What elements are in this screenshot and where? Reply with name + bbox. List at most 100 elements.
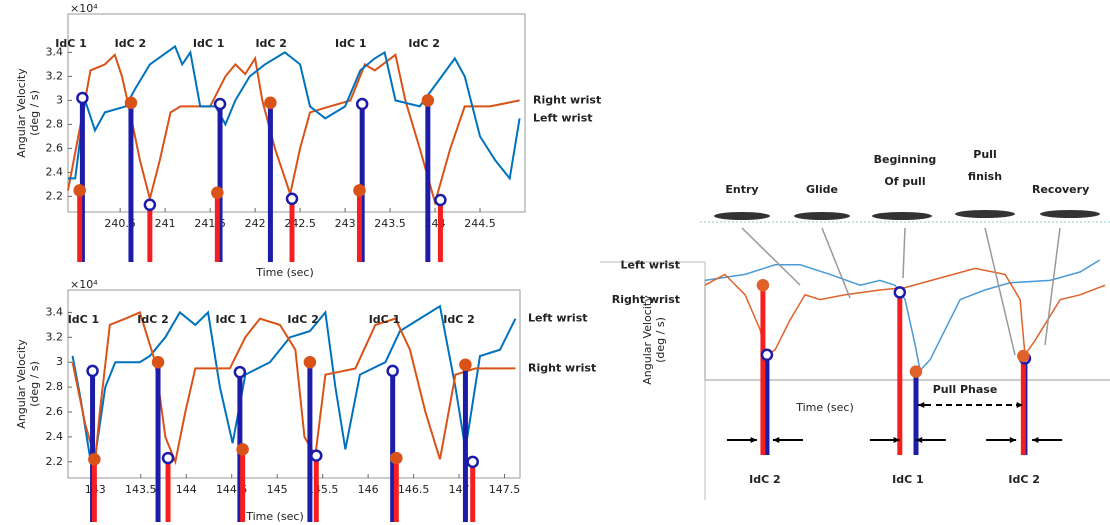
legend-label: Left wrist xyxy=(533,111,593,124)
series-line xyxy=(71,304,517,465)
annotation: Pull Phase xyxy=(933,383,998,396)
event-point xyxy=(285,192,299,206)
event-label: IdC 2 xyxy=(749,473,781,486)
event-label: IdC 2 xyxy=(115,37,147,50)
x-tick-label: 243 xyxy=(335,217,356,230)
x-axis-label: Time (sec) xyxy=(245,510,304,523)
event-label: IdC 2 xyxy=(408,37,440,50)
y-tick-label: 2.2 xyxy=(46,455,64,468)
event-point xyxy=(310,449,323,462)
x-tick-label: 240.5 xyxy=(104,217,136,230)
event-point xyxy=(151,355,165,369)
event-point xyxy=(353,184,366,197)
event-point xyxy=(124,96,138,110)
y-tick-label: 3.2 xyxy=(46,69,64,82)
y-axis-label: (deg / s) xyxy=(28,361,41,407)
event-point xyxy=(459,358,472,371)
y-tick-label: 2.6 xyxy=(46,141,64,154)
event-point xyxy=(76,91,89,105)
event-point xyxy=(73,184,86,197)
swimmers xyxy=(700,210,1110,223)
x-tick-label: 242 xyxy=(245,217,266,230)
swimmer-icon xyxy=(714,212,770,220)
phase-pointer xyxy=(902,227,906,279)
arrow-head xyxy=(915,436,923,444)
y-exponent: ×10⁴ xyxy=(70,278,98,291)
swimmer-icon xyxy=(955,210,1015,218)
event-point xyxy=(893,286,907,299)
phase-label: Of pull xyxy=(884,175,925,188)
x-tick-label: 143.5 xyxy=(125,483,157,496)
event-point xyxy=(303,355,317,369)
event-point xyxy=(1017,349,1030,363)
event-point xyxy=(756,278,770,292)
y-tick-label: 2.8 xyxy=(46,117,64,130)
event-point xyxy=(264,96,277,110)
y-tick-label: 2.4 xyxy=(46,430,64,443)
event-point xyxy=(466,455,479,469)
phase-pointer xyxy=(821,227,851,299)
x-tick-label: 242.5 xyxy=(284,217,316,230)
phase-label: finish xyxy=(968,170,1002,183)
y-tick-label: 3 xyxy=(56,93,63,106)
phase-pointer xyxy=(984,227,1016,356)
y-axis-label: (deg / s) xyxy=(654,317,667,363)
event-label: IdC 1 xyxy=(892,473,924,486)
event-point xyxy=(421,94,435,107)
y-axis-label: (deg / s) xyxy=(28,90,41,136)
event-label: IdC 1 xyxy=(335,37,367,50)
y-tick-label: 2.6 xyxy=(46,405,64,418)
phase-label: Pull xyxy=(973,148,996,161)
swimmer-icon xyxy=(1040,210,1100,218)
event-label: IdC 1 xyxy=(193,37,225,50)
x-axis-label: Time (sec) xyxy=(255,266,314,279)
event-label: IdC 2 xyxy=(287,313,319,326)
x-tick-label: 241 xyxy=(155,217,176,230)
phase-label: Entry xyxy=(725,183,758,196)
legend-label: Right wrist xyxy=(533,93,601,106)
event-point xyxy=(213,97,227,111)
phase-label: Recovery xyxy=(1032,183,1089,196)
series-line xyxy=(71,311,516,466)
event-point xyxy=(355,97,369,111)
y-tick-label: 2.2 xyxy=(46,189,64,202)
event-point xyxy=(86,364,99,378)
event-point xyxy=(236,443,249,456)
event-point xyxy=(909,365,923,378)
event-label: IdC 1 xyxy=(215,313,247,326)
legend-label: Right wrist xyxy=(612,293,680,306)
event-point xyxy=(88,453,101,466)
event-point xyxy=(233,365,247,379)
y-tick-label: 3.4 xyxy=(46,45,64,58)
event-point xyxy=(211,186,224,200)
event-point xyxy=(434,193,447,207)
arrow-head xyxy=(1032,436,1039,444)
phase-label: Beginning xyxy=(874,153,937,166)
y-tick-label: 3.4 xyxy=(46,305,64,318)
y-axis-label: Angular Velocity xyxy=(15,68,28,158)
x-axis-label: Time (sec) xyxy=(795,401,854,414)
event-point xyxy=(143,198,157,212)
legend-label: Left wrist xyxy=(620,258,680,271)
event-label: IdC 2 xyxy=(255,37,287,50)
event-point xyxy=(390,451,403,465)
arrow-head xyxy=(893,436,900,444)
phase-pointer xyxy=(741,227,801,286)
y-exponent: ×10⁴ xyxy=(70,2,98,15)
legend-label: Left wrist xyxy=(528,312,588,325)
y-axis-label: Angular Velocity xyxy=(641,295,654,385)
series-line xyxy=(67,52,520,207)
event-label: IdC 1 xyxy=(55,37,87,50)
event-label: IdC 1 xyxy=(68,313,100,326)
event-point xyxy=(760,348,774,362)
x-tick-label: 147.5 xyxy=(489,483,521,496)
x-tick-label: 243.5 xyxy=(374,217,406,230)
arrow-head xyxy=(1009,436,1017,444)
swimmer-icon xyxy=(794,212,850,220)
y-tick-label: 3 xyxy=(56,355,63,368)
event-point xyxy=(161,451,175,465)
y-tick-label: 2.8 xyxy=(46,380,64,393)
arrow-head xyxy=(1016,401,1023,409)
phase-label: Glide xyxy=(806,183,838,196)
